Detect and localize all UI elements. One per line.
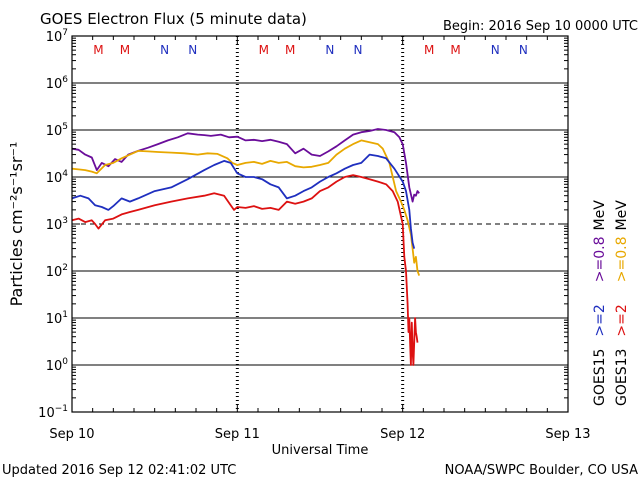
- x-tick-label: Sep 10: [49, 427, 94, 442]
- right-legend: GOES15>=2>=0.8MeV GOES13>=2>=0.8MeV: [592, 200, 630, 406]
- series-line: [71, 174, 419, 366]
- manoeuvre-marker: N: [325, 43, 334, 57]
- series-line: [71, 128, 420, 203]
- manoeuvre-marker: M: [120, 43, 130, 57]
- manoeuvre-marker: M: [285, 43, 295, 57]
- manoeuvre-marker: N: [491, 43, 500, 57]
- manoeuvre-marker: N: [354, 43, 363, 57]
- manoeuvre-marker: N: [160, 43, 169, 57]
- x-axis-ticks: Sep 10 Sep 11 Sep 12 Sep 13: [49, 36, 591, 442]
- gridlines: [72, 82, 568, 366]
- y-tick-label: 10−1: [38, 404, 68, 421]
- y-axis-label: Particles cm⁻²s⁻¹sr⁻¹: [7, 142, 26, 307]
- manoeuvre-marker: M: [93, 43, 103, 57]
- y-tick-label: 101: [46, 310, 68, 327]
- manoeuvre-marker: M: [259, 43, 269, 57]
- manoeuvre-marker: M: [424, 43, 434, 57]
- credit-line: NOAA/SWPC Boulder, CO USA: [445, 463, 638, 478]
- manoeuvre-marker: N: [519, 43, 528, 57]
- x-tick-label: Sep 11: [215, 427, 260, 442]
- y-tick-label: 106: [46, 75, 69, 92]
- legend-row: GOES13>=2>=0.8MeV: [614, 200, 630, 406]
- manoeuvre-marker: N: [188, 43, 197, 57]
- y-tick-label: 104: [46, 169, 69, 186]
- y-tick-label: 102: [46, 263, 68, 280]
- x-tick-label: Sep 13: [545, 427, 590, 442]
- y-axis-ticks: 107 106 105 104 103 102 101 100 10−1: [38, 28, 568, 421]
- begin-time: Begin: 2016 Sep 10 0000 UTC: [443, 19, 638, 34]
- data-series: [71, 128, 421, 366]
- series-line: [71, 153, 416, 249]
- y-tick-label: 105: [46, 122, 68, 139]
- chart-title: GOES Electron Flux (5 minute data): [40, 10, 307, 28]
- manoeuvre-marker: M: [450, 43, 460, 57]
- y-tick-label: 100: [46, 357, 69, 374]
- y-tick-label: 107: [46, 28, 68, 45]
- series-line: [71, 139, 421, 276]
- x-axis-label: Universal Time: [272, 443, 369, 458]
- legend-row: GOES15>=2>=0.8MeV: [592, 200, 608, 406]
- updated-timestamp: Updated 2016 Sep 12 02:41:02 UTC: [2, 463, 236, 478]
- y-tick-label: 103: [46, 216, 68, 233]
- x-tick-label: Sep 12: [380, 427, 425, 442]
